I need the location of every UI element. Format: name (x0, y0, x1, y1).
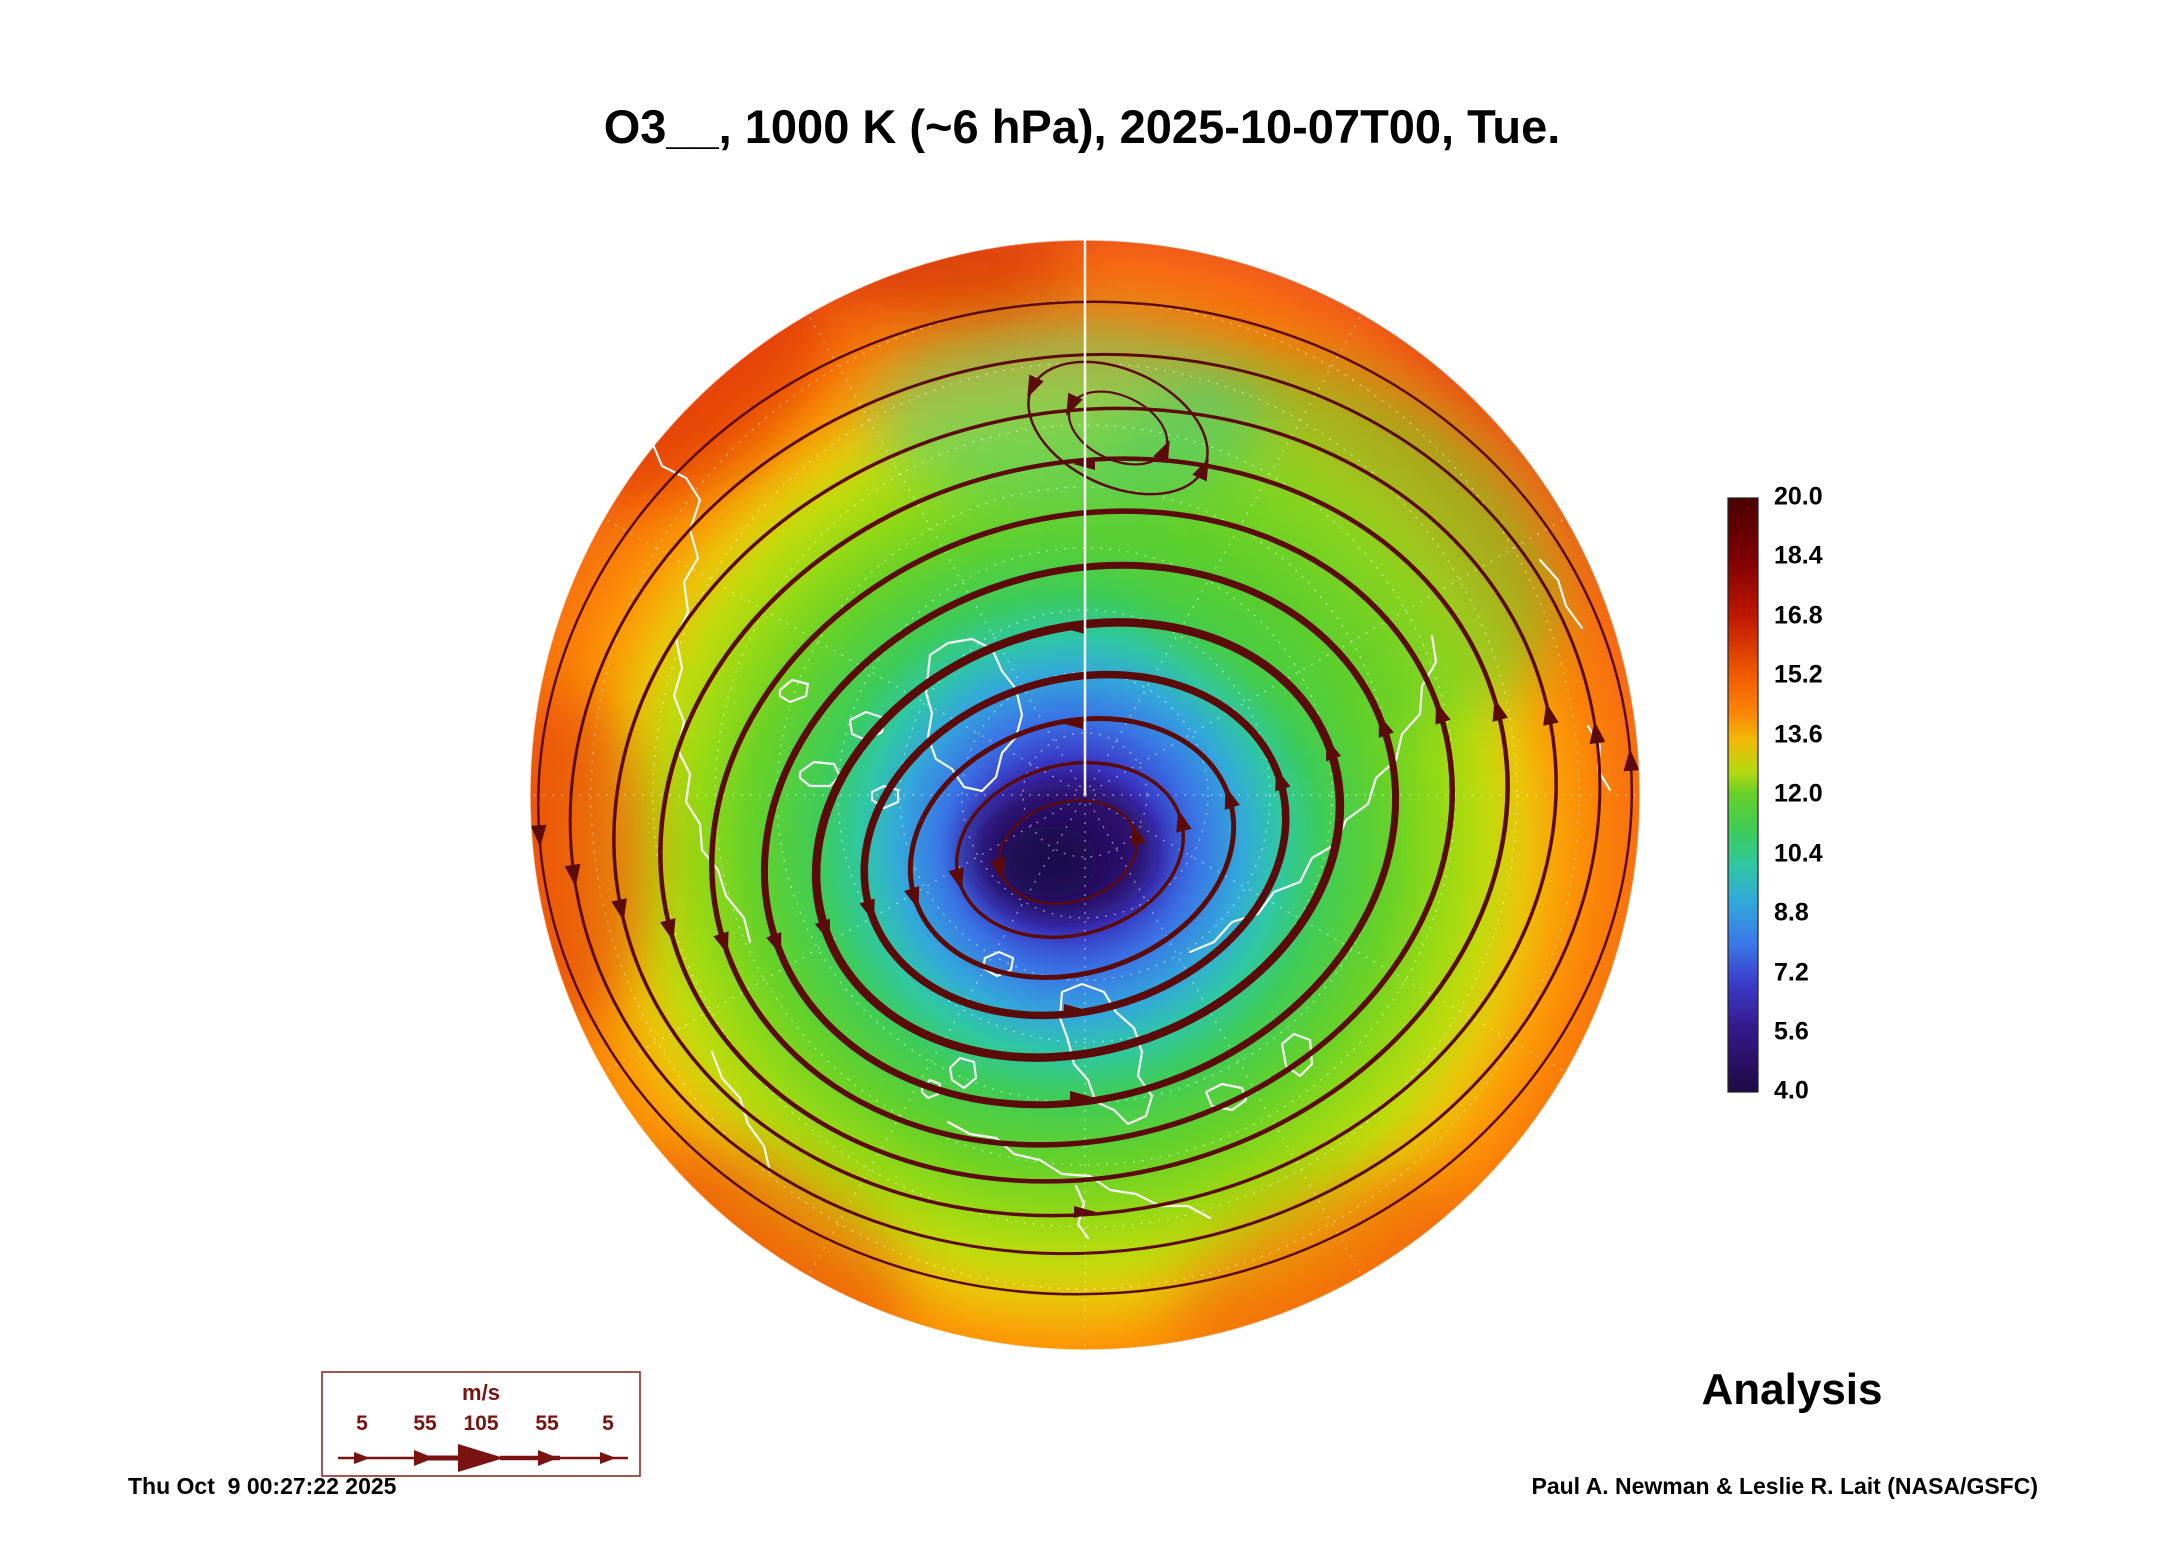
colorbar-tick: 18.4 (1774, 542, 1823, 570)
colorbar-tick: 7.2 (1774, 959, 1809, 987)
arrow-medium-left (414, 1450, 434, 1466)
generation-timestamp: Thu Oct 9 00:27:22 2025 (128, 1473, 397, 1499)
colorbar-tick: 5.6 (1774, 1018, 1809, 1046)
analysis-label: Analysis (1702, 1365, 1883, 1414)
colorbar-tick: 15.2 (1774, 661, 1823, 689)
colorbar-tick: 10.4 (1774, 840, 1823, 868)
colorbar-tick: 12.0 (1774, 780, 1823, 808)
wind-legend-arrow-scale (338, 1444, 628, 1472)
colorbar-labels: 20.0 18.4 16.8 15.2 13.6 12.0 10.4 8.8 7… (1774, 483, 1823, 1105)
polar-map (530, 240, 1640, 1350)
colorbar: 20.0 18.4 16.8 15.2 13.6 12.0 10.4 8.8 7… (1727, 483, 1823, 1105)
arrow-small-right (600, 1452, 616, 1464)
wind-streamlines (530, 300, 1640, 1296)
colorbar-tick: 16.8 (1774, 602, 1823, 630)
wind-speed-label: 5 (602, 1412, 614, 1435)
arrow-small-left (354, 1452, 370, 1464)
map-rim (529, 239, 1641, 1351)
credit-line: Paul A. Newman & Leslie R. Lait (NASA/GS… (1531, 1473, 2038, 1499)
plot-title: O3__, 1000 K (~6 hPa), 2025-10-07T00, Tu… (604, 100, 1561, 153)
wind-speed-label: 55 (413, 1412, 437, 1435)
colorbar-tick: 4.0 (1774, 1077, 1809, 1105)
arrow-large-center (458, 1444, 504, 1472)
wind-legend-speed-labels: 5 55 105 55 5 (356, 1412, 614, 1435)
colorbar-tick: 20.0 (1774, 483, 1823, 511)
wind-speed-label: 105 (463, 1412, 498, 1435)
wind-legend-units: m/s (462, 1380, 500, 1405)
wind-speed-label: 5 (356, 1412, 368, 1435)
arrow-medium-right (538, 1450, 558, 1466)
colorbar-tick: 8.8 (1774, 899, 1809, 927)
wind-speed-legend: m/s 5 55 105 55 5 (321, 1371, 641, 1477)
colorbar-gradient (1727, 497, 1759, 1093)
streamline-arrowheads (1061, 458, 1096, 1218)
colorbar-tick: 13.6 (1774, 721, 1823, 749)
wind-speed-label: 55 (535, 1412, 559, 1435)
